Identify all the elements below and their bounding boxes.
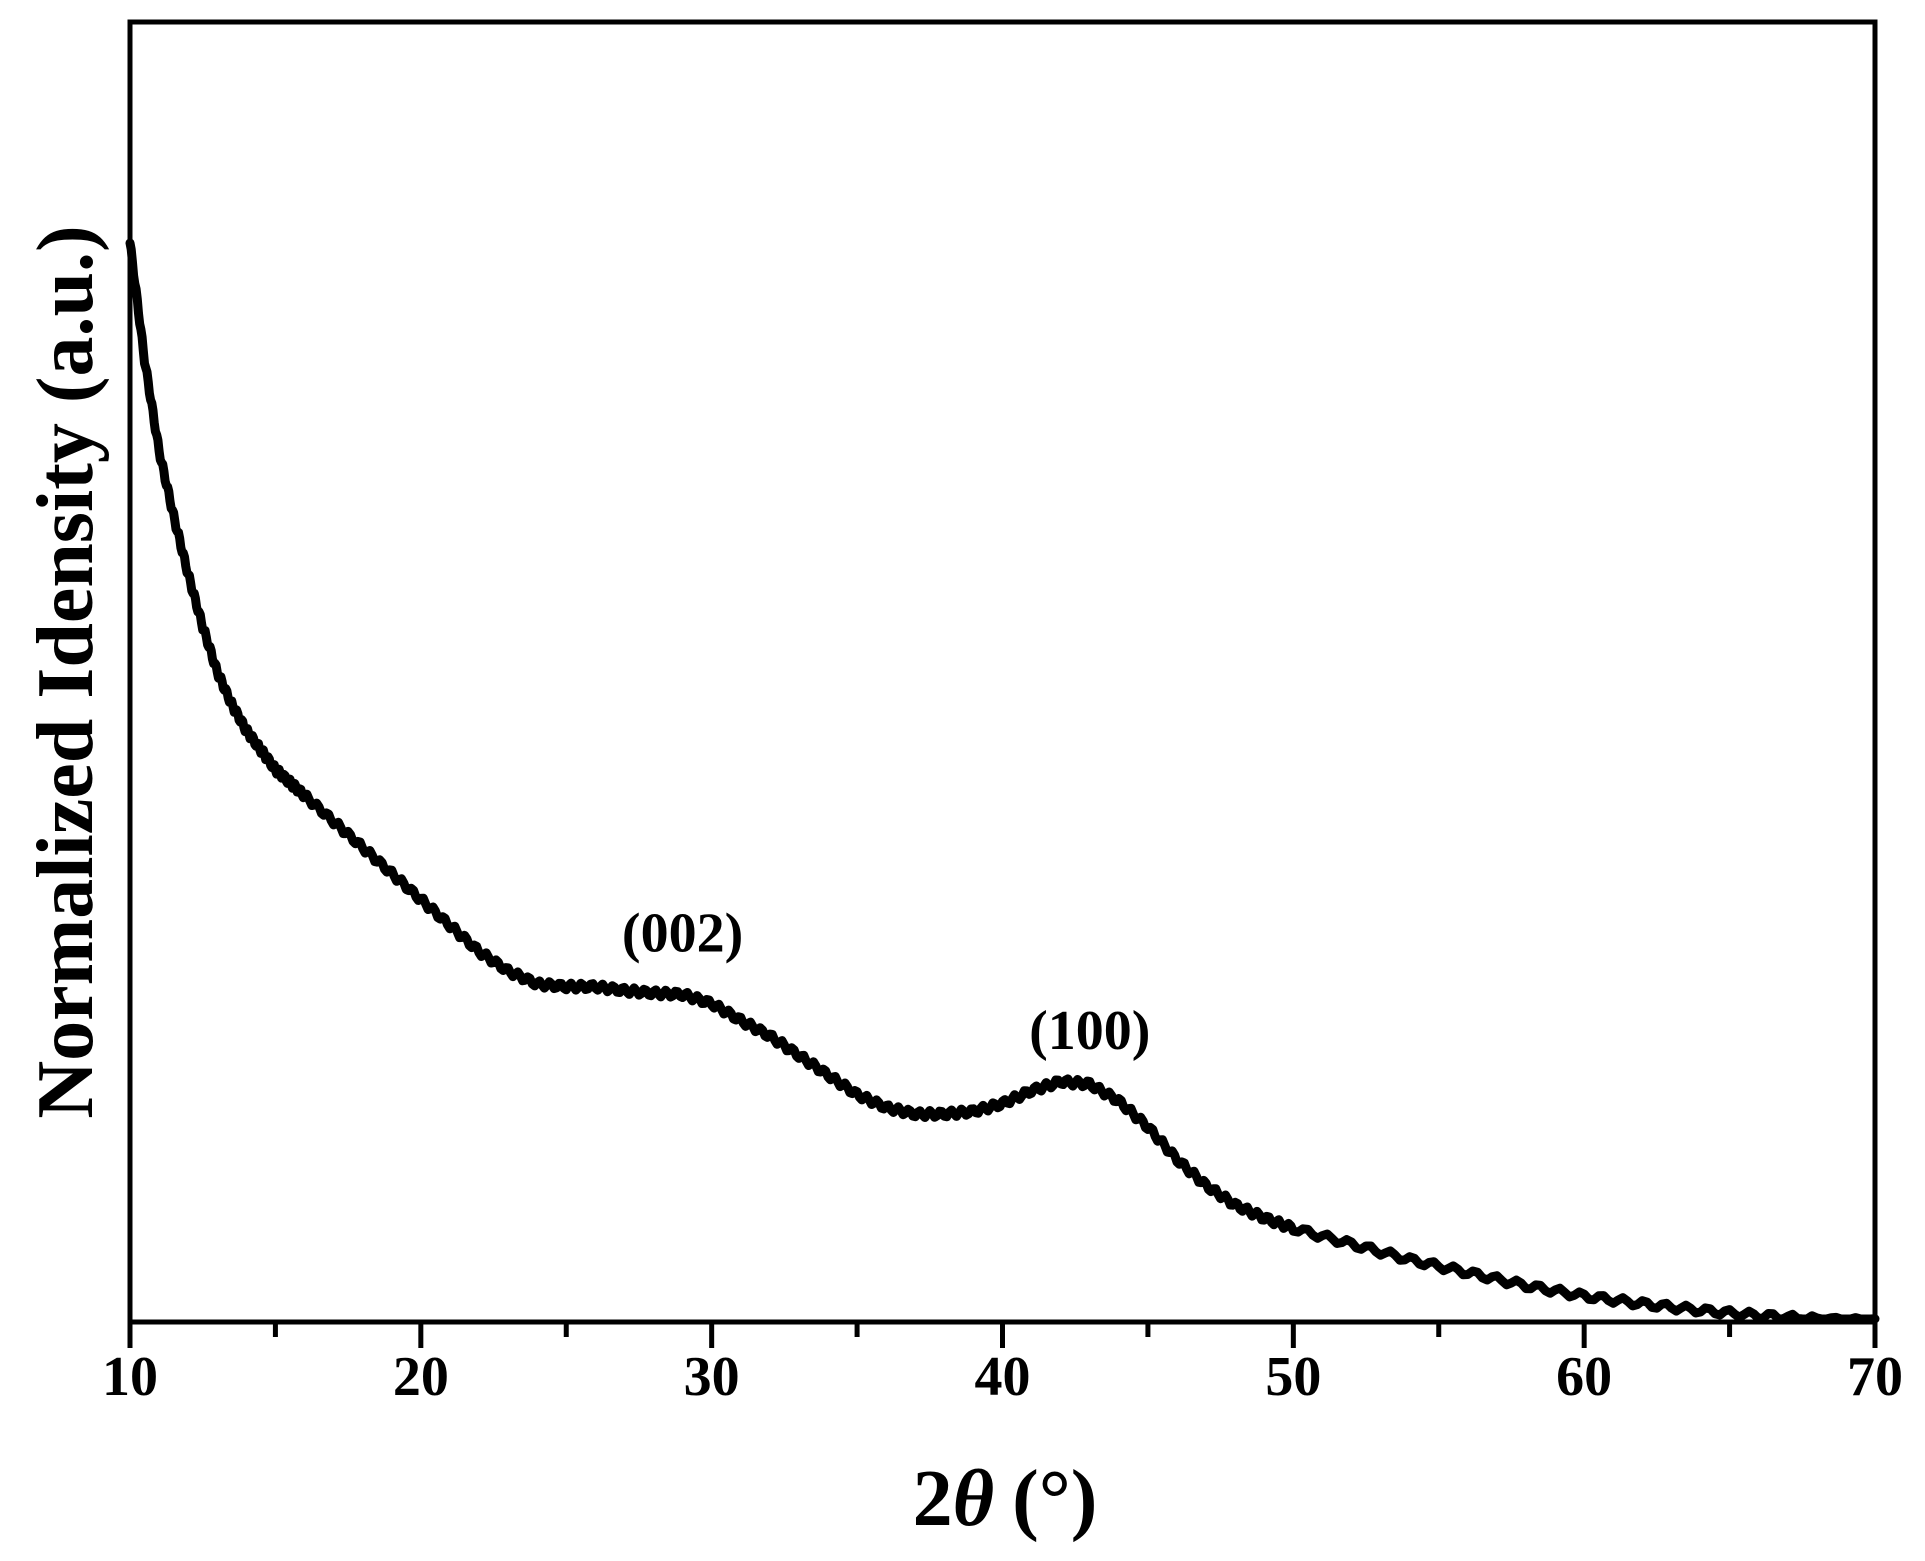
x-axis-title-unit: (°) [1012,1455,1097,1543]
x-tick-label: 70 [1847,1346,1903,1408]
peak-annotations: (002) (100) [622,903,1150,1063]
peak-annotation: (100) [1029,1000,1150,1062]
x-tick-label: 50 [1265,1346,1321,1408]
x-axis-title-number: 2 [913,1455,953,1543]
series-line [125,238,1880,1324]
x-axis-title: 2θ (°) [913,1455,1098,1543]
x-axis-tick-labels: 10 20 30 40 50 60 70 [102,1346,1903,1408]
x-axis-title-symbol: θ [953,1455,995,1543]
x-tick-label: 40 [975,1346,1031,1408]
x-axis-ticks [127,1322,1878,1348]
x-tick-label: 20 [393,1346,449,1408]
x-tick-label: 30 [684,1346,740,1408]
y-axis-title: Normalized Idensity (a.u.) [22,225,110,1118]
x-tick-label: 60 [1556,1346,1612,1408]
peak-annotation: (002) [622,903,743,965]
x-tick-label: 10 [102,1346,158,1408]
plot-frame [127,19,1878,1325]
